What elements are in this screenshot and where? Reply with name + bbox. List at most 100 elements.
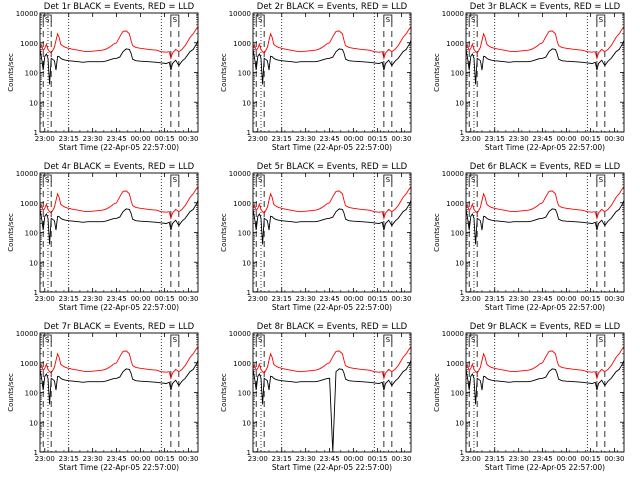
x-tick-label: 00:00 <box>130 135 150 143</box>
y-tick-label: 100 <box>451 230 464 238</box>
plot-frame <box>465 12 625 133</box>
x-axis-label: Start Time (22-Apr-05 22:57:00) <box>59 463 179 472</box>
bracket-marker <box>170 334 180 342</box>
bracket-label: S <box>599 336 604 344</box>
x-tick-label: 23:45 <box>533 295 553 303</box>
panel-title: Det 3r BLACK = Events, RED = LLD <box>470 2 621 12</box>
panel-4r: Det 4r BLACK = Events, RED = LLD 1 10 100 10… <box>7 162 199 312</box>
y-axis-label: Counts/sec <box>220 213 228 252</box>
x-tick-label: 23:30 <box>296 455 316 463</box>
bracket-marker <box>42 174 52 182</box>
x-tick-label: 00:30 <box>604 135 624 143</box>
x-axis-label: Start Time (22-Apr-05 22:57:00) <box>59 303 179 312</box>
plot-frame <box>465 332 625 453</box>
panel-title: Det 2r BLACK = Events, RED = LLD <box>257 2 408 12</box>
bracket-marker <box>42 14 52 22</box>
y-axis-label: Counts/sec <box>433 53 441 92</box>
x-axis-label: Start Time (22-Apr-05 22:57:00) <box>485 463 605 472</box>
panel-1r: Det 1r BLACK = Events, RED = LLD 1 10 100 10… <box>7 2 199 152</box>
x-tick-label: 23:00 <box>248 135 268 143</box>
bracket-label: S <box>45 176 50 184</box>
y-axis-label: Counts/sec <box>7 213 15 252</box>
bracket-marker <box>383 174 393 182</box>
y-tick-label: 100 <box>25 230 38 238</box>
x-tick-label: 00:15 <box>154 135 174 143</box>
y-tick-label: 100 <box>238 70 251 78</box>
x-axis-label: Start Time (22-Apr-05 22:57:00) <box>272 303 392 312</box>
x-tick-label: 23:00 <box>461 295 481 303</box>
x-tick-label: 00:30 <box>391 455 411 463</box>
y-axis-label: Counts/sec <box>220 373 228 412</box>
plot-frame <box>39 12 199 133</box>
x-tick-label: 23:45 <box>107 295 127 303</box>
panel-title: Det 6r BLACK = Events, RED = LLD <box>470 162 621 172</box>
x-tick-label: 23:15 <box>485 295 505 303</box>
y-tick-label: 10000 <box>16 330 38 338</box>
plot-frame <box>252 172 412 293</box>
x-tick-label: 23:15 <box>59 455 79 463</box>
y-tick-label: 1000 <box>20 360 38 368</box>
events-series-line <box>252 40 412 85</box>
lld-series-line <box>39 346 199 380</box>
events-series-line <box>465 360 625 405</box>
x-tick-label: 23:00 <box>248 295 268 303</box>
x-tick-label: 23:30 <box>509 295 529 303</box>
y-tick-label: 10 <box>455 419 464 427</box>
bracket-marker <box>42 334 52 342</box>
bracket-label: S <box>471 336 476 344</box>
x-tick-label: 00:15 <box>580 455 600 463</box>
x-tick-label: 00:30 <box>604 455 624 463</box>
x-tick-label: 23:45 <box>320 295 340 303</box>
y-tick-label: 10000 <box>16 170 38 178</box>
x-tick-label: 00:15 <box>367 455 387 463</box>
x-tick-label: 23:15 <box>59 295 79 303</box>
bracket-marker <box>383 14 393 22</box>
x-tick-label: 00:00 <box>556 135 576 143</box>
x-tick-label: 23:15 <box>272 135 292 143</box>
x-tick-label: 23:00 <box>461 455 481 463</box>
y-tick-label: 1000 <box>233 40 251 48</box>
bracket-label: S <box>386 176 391 184</box>
panel-title: Det 5r BLACK = Events, RED = LLD <box>257 162 408 172</box>
y-tick-label: 10 <box>242 419 251 427</box>
y-tick-label: 10 <box>29 419 38 427</box>
y-tick-label: 10000 <box>229 10 251 18</box>
bracket-label: S <box>45 16 50 24</box>
bracket-marker <box>255 334 265 342</box>
x-tick-label: 23:15 <box>485 455 505 463</box>
bracket-marker <box>383 334 393 342</box>
plot-frame <box>39 332 199 453</box>
x-tick-label: 23:45 <box>533 455 553 463</box>
bracket-label: S <box>173 336 178 344</box>
y-tick-label: 10 <box>455 259 464 267</box>
panel-title: Det 1r BLACK = Events, RED = LLD <box>44 2 195 12</box>
x-tick-label: 00:30 <box>178 295 198 303</box>
bracket-marker <box>468 174 478 182</box>
lld-series-line <box>465 186 625 220</box>
panel-8r: Det 8r BLACK = Events, RED = LLD 1 10 100 10… <box>220 322 412 472</box>
lld-series-line <box>252 26 412 60</box>
x-tick-label: 00:15 <box>580 295 600 303</box>
y-tick-label: 10000 <box>16 10 38 18</box>
bracket-label: S <box>471 176 476 184</box>
panel-9r: Det 9r BLACK = Events, RED = LLD 1 10 100 10… <box>433 322 625 472</box>
x-tick-label: 00:15 <box>367 295 387 303</box>
x-axis-label: Start Time (22-Apr-05 22:57:00) <box>59 143 179 152</box>
y-tick-label: 10000 <box>229 170 251 178</box>
x-tick-label: 23:30 <box>509 135 529 143</box>
bracket-marker <box>468 14 478 22</box>
y-tick-label: 100 <box>451 70 464 78</box>
x-tick-label: 23:15 <box>272 295 292 303</box>
x-tick-label: 00:30 <box>391 295 411 303</box>
x-axis-label: Start Time (22-Apr-05 22:57:00) <box>272 143 392 152</box>
y-tick-label: 1000 <box>446 200 464 208</box>
panel-title: Det 7r BLACK = Events, RED = LLD <box>44 322 195 332</box>
y-tick-label: 1 <box>247 449 251 457</box>
plot-frame <box>252 12 412 133</box>
y-tick-label: 1 <box>247 129 251 137</box>
x-tick-label: 23:30 <box>83 135 103 143</box>
x-tick-label: 00:15 <box>154 295 174 303</box>
x-tick-label: 23:30 <box>296 295 316 303</box>
x-tick-label: 23:00 <box>461 135 481 143</box>
bracket-marker <box>255 174 265 182</box>
